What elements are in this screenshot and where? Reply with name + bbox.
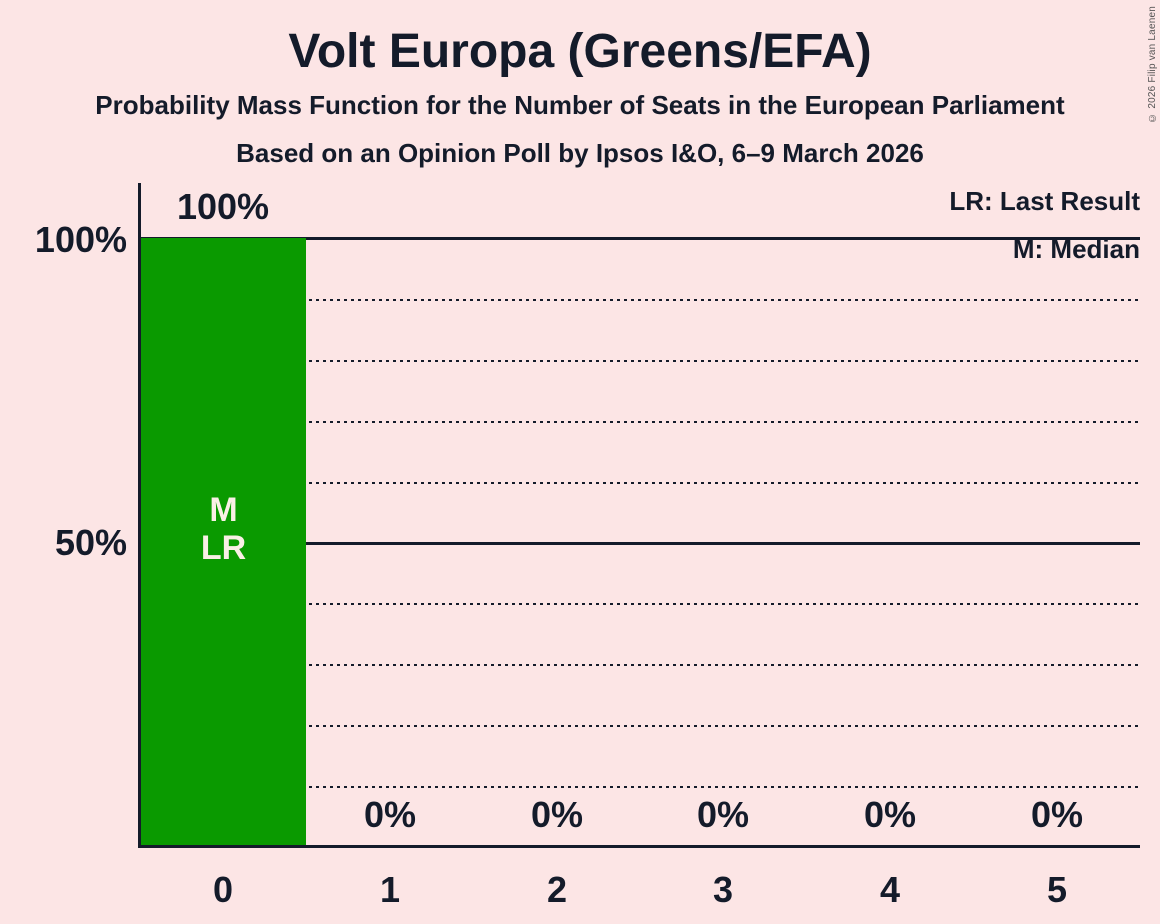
chart-title: Volt Europa (Greens/EFA) bbox=[288, 25, 872, 78]
x-axis-tick-3: 3 bbox=[712, 869, 734, 910]
chart-subtitle-poll: Based on an Opinion Poll by Ipsos I&O, 6… bbox=[236, 138, 924, 168]
median-marker: M bbox=[209, 491, 238, 529]
value-label-seat-1: 0% bbox=[363, 794, 417, 835]
x-axis-tick-0: 0 bbox=[212, 869, 234, 910]
value-label-seat-0: 100% bbox=[176, 186, 270, 227]
gridline-30pct bbox=[141, 664, 1140, 666]
gridline-80pct bbox=[141, 360, 1140, 362]
x-axis-tick-5: 5 bbox=[1046, 869, 1068, 910]
bar-seat-0 bbox=[141, 238, 306, 847]
value-label-seat-4: 0% bbox=[863, 794, 917, 835]
gridline-40pct bbox=[141, 603, 1140, 605]
legend-last-result: LR: Last Result bbox=[949, 186, 1140, 216]
value-label-seat-2: 0% bbox=[530, 794, 584, 835]
y-axis-tick-100: 100% bbox=[34, 219, 127, 260]
y-axis-line bbox=[138, 183, 141, 848]
legend-median: M: Median bbox=[1012, 234, 1140, 264]
x-axis-tick-2: 2 bbox=[546, 869, 568, 910]
gridline-20pct bbox=[141, 725, 1140, 727]
gridline-10pct bbox=[141, 786, 1140, 788]
value-label-seat-5: 0% bbox=[1030, 794, 1084, 835]
x-axis-tick-4: 4 bbox=[879, 869, 901, 910]
gridline-70pct bbox=[141, 421, 1140, 423]
last-result-marker: LR bbox=[200, 529, 247, 567]
chart-subtitle: Probability Mass Function for the Number… bbox=[95, 90, 1065, 120]
gridline-90pct bbox=[141, 299, 1140, 301]
gridline-60pct bbox=[141, 482, 1140, 484]
x-axis-tick-1: 1 bbox=[379, 869, 401, 910]
gridline-50pct-solid bbox=[141, 542, 1140, 545]
x-axis-line bbox=[138, 845, 1140, 848]
y-axis-tick-50: 50% bbox=[54, 522, 127, 563]
bar-annotation-median-last-result: M LR bbox=[141, 491, 306, 567]
value-label-seat-3: 0% bbox=[696, 794, 750, 835]
gridline-100pct-solid bbox=[141, 237, 1140, 240]
